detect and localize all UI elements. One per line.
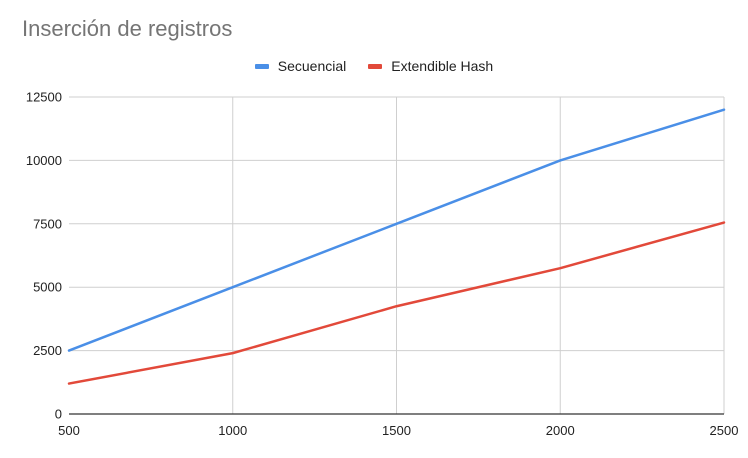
legend-swatch-extendible-hash <box>368 63 383 69</box>
x-tick-label: 1000 <box>218 423 247 438</box>
y-tick-label: 12500 <box>26 90 62 105</box>
y-tick-label: 10000 <box>26 153 62 168</box>
chart-title: Inserción de registros <box>22 16 233 41</box>
x-tick-label: 2500 <box>710 423 739 438</box>
x-tick-label: 2000 <box>546 423 575 438</box>
y-tick-label: 5000 <box>33 280 62 295</box>
legend-item-extendible-hash: Extendible Hash <box>368 58 493 74</box>
x-tick-label: 1500 <box>382 423 411 438</box>
series-line-secuencial <box>67 108 726 352</box>
y-tick-label: 0 <box>55 407 62 422</box>
legend-swatch-secuencial <box>254 63 269 69</box>
legend-label-extendible-hash: Extendible Hash <box>391 58 494 74</box>
series-line-extendible-hash <box>67 221 726 385</box>
legend-item-secuencial: Secuencial <box>254 58 347 74</box>
legend: Secuencial Extendible Hash <box>0 58 748 74</box>
y-tick-label: 7500 <box>33 216 62 231</box>
x-tick-label: 500 <box>58 423 80 438</box>
y-tick-label: 2500 <box>33 343 62 358</box>
legend-label-secuencial: Secuencial <box>277 58 347 74</box>
